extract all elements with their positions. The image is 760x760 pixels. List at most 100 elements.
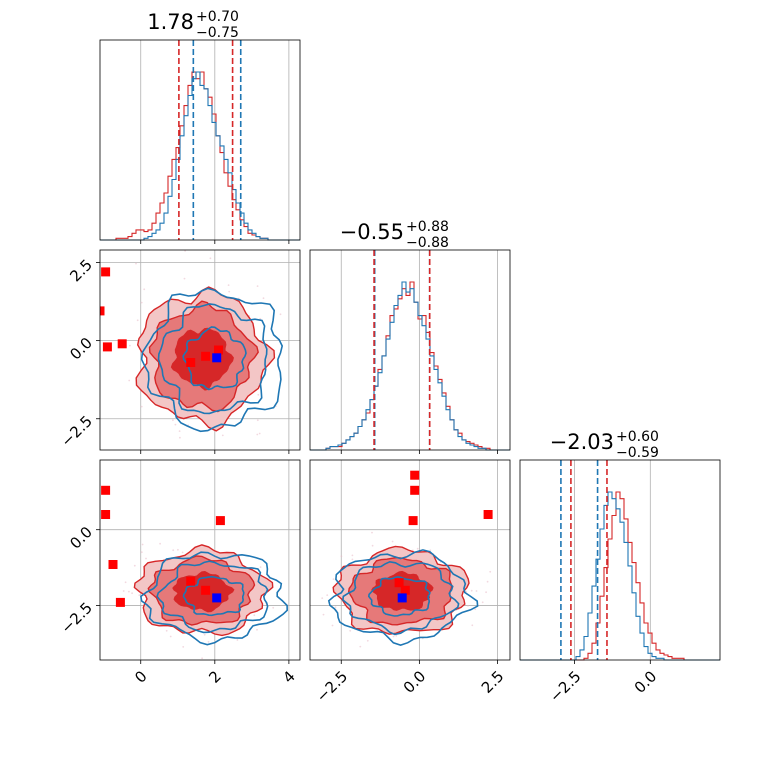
sample-dot xyxy=(262,297,265,300)
sample-dot xyxy=(321,597,324,599)
hist-series-1 xyxy=(520,491,720,661)
sample-dot xyxy=(256,285,259,287)
sample-dot xyxy=(395,634,398,637)
panel-frame xyxy=(99,459,301,661)
titles: 1.78 +0.70−0.75 −0.55 +0.88−0.88 −2.03 +0.60−… xyxy=(147,9,659,461)
red-contour xyxy=(148,300,259,413)
sample-dot xyxy=(253,614,256,617)
panel-frame xyxy=(99,39,301,241)
marker-red-square xyxy=(108,560,118,569)
hist-panel-2 xyxy=(519,459,721,661)
sample-dot xyxy=(133,564,136,567)
blue-contour xyxy=(327,549,479,646)
marker-red-square xyxy=(410,485,420,495)
marker-red-square xyxy=(102,342,112,352)
density-content xyxy=(321,470,493,648)
sample-dot xyxy=(429,549,432,552)
sample-dot xyxy=(174,423,177,426)
panels xyxy=(99,39,721,678)
density-panel-panel_2_0 xyxy=(99,459,301,678)
sample-dot xyxy=(366,639,369,642)
sample-dot xyxy=(467,604,469,607)
marker-red-square xyxy=(394,578,404,588)
sample-dot xyxy=(135,262,137,265)
param-title-plus-1: +0.88 xyxy=(406,219,449,235)
blue-contour xyxy=(140,551,289,646)
blue-contour xyxy=(182,326,247,391)
sample-dot xyxy=(236,639,239,641)
sample-dot xyxy=(228,290,231,293)
x-tick-label: 0.0 xyxy=(631,667,661,697)
sample-dot xyxy=(259,317,262,320)
sample-dot xyxy=(178,430,181,432)
marker-red-square xyxy=(186,358,196,367)
param-title-minus-1: −0.88 xyxy=(406,235,449,251)
blue-contour xyxy=(367,576,431,617)
hist-panel-0 xyxy=(99,39,301,241)
param-title-0: 1.78 xyxy=(147,10,194,34)
marker-red-square xyxy=(400,585,410,595)
hist-series-0 xyxy=(100,71,300,241)
sample-dot xyxy=(184,250,186,252)
sample-dot xyxy=(179,436,181,439)
marker-red-square xyxy=(214,345,223,355)
blue-contour xyxy=(140,287,284,433)
sample-dot xyxy=(489,570,492,573)
marker-red-square xyxy=(101,510,111,519)
sample-dot xyxy=(165,629,168,632)
red-contour xyxy=(147,555,256,626)
marker-red-square xyxy=(201,351,211,361)
marker-red-square xyxy=(117,339,127,349)
marker-red-square xyxy=(201,585,211,595)
marker-red-square xyxy=(115,597,125,607)
sample-dot xyxy=(258,432,261,435)
panel-frame xyxy=(309,459,511,661)
sample-dot xyxy=(183,277,186,280)
sample-dot xyxy=(349,629,352,632)
y-tick-label: −2.5 xyxy=(58,412,96,450)
density-content xyxy=(101,485,289,678)
x-tick-label: −2.5 xyxy=(313,667,351,705)
sample-dot xyxy=(322,613,325,616)
y-tick-label: 0.0 xyxy=(66,334,96,364)
marker-blue-square xyxy=(212,353,222,363)
sample-dot xyxy=(227,284,230,286)
sample-dot xyxy=(272,606,275,609)
sample-dot xyxy=(203,633,206,636)
sample-dot xyxy=(256,419,259,422)
density-panel-panel_1_0 xyxy=(99,249,327,451)
panel-frame xyxy=(309,249,511,451)
sample-dot xyxy=(474,608,477,611)
blue-contour xyxy=(156,560,269,634)
sample-dot xyxy=(182,646,185,648)
marker-red-square xyxy=(483,510,493,519)
sample-dot xyxy=(169,635,172,638)
marker-red-square xyxy=(101,267,111,277)
param-title-minus-0: −0.75 xyxy=(196,25,239,41)
sample-dot xyxy=(256,628,258,631)
sample-dot xyxy=(181,551,184,554)
sample-dot xyxy=(141,543,144,546)
panel-frame xyxy=(519,459,721,661)
marker-blue-square xyxy=(212,593,222,603)
param-title-minus-2: −0.59 xyxy=(616,445,659,461)
x-tick-label: 2 xyxy=(205,667,224,686)
sample-dot xyxy=(177,548,179,551)
sample-dot xyxy=(143,288,146,291)
sample-dot xyxy=(371,544,374,547)
sample-dot xyxy=(351,558,354,561)
sample-dot xyxy=(194,676,196,678)
red-contour xyxy=(371,570,434,611)
blue-contour xyxy=(182,575,245,617)
sample-dot xyxy=(351,554,354,557)
sample-dot xyxy=(331,624,334,627)
sample-dot xyxy=(131,592,134,595)
sample-dot xyxy=(470,589,473,592)
param-title-plus-0: +0.70 xyxy=(196,9,239,25)
sample-dot xyxy=(325,344,327,346)
marker-red-square xyxy=(100,306,105,316)
sample-dot xyxy=(128,379,131,382)
sample-dot xyxy=(359,645,362,648)
sample-dot xyxy=(209,257,212,260)
